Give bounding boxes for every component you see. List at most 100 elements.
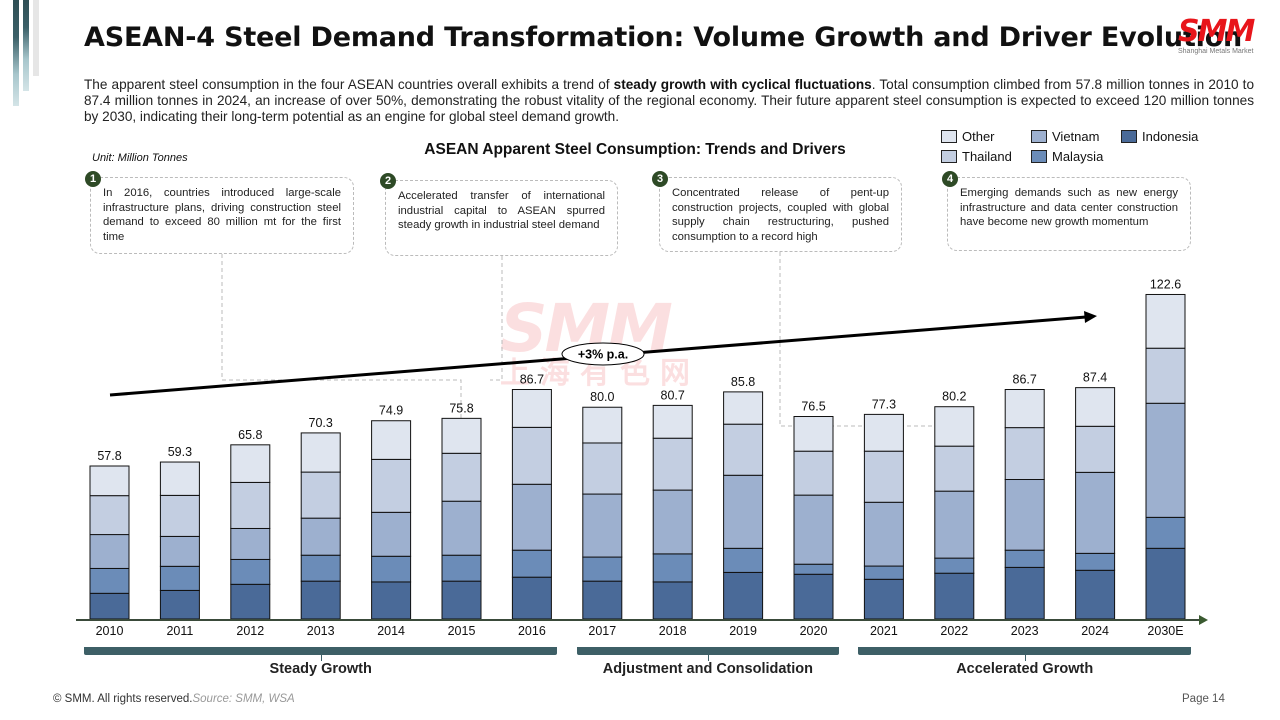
- bar-segment-indonesia-2014: [371, 581, 412, 620]
- bar-segment-malaysia-2018: [652, 553, 693, 583]
- trend-arrow-icon: [1084, 311, 1097, 323]
- bar-segment-malaysia-2011: [159, 565, 200, 591]
- total-label-2030E: 122.6: [1150, 277, 1181, 291]
- bar-segment-malaysia-2019: [723, 547, 764, 573]
- driver-note-3: Concentrated release of pent-up construc…: [659, 177, 902, 252]
- bar-segment-thailand-2011: [159, 494, 200, 537]
- page-title: ASEAN-4 Steel Demand Transformation: Vol…: [84, 22, 1243, 53]
- legend-label: Vietnam: [1052, 129, 1100, 144]
- legend-item-other: Other: [941, 129, 995, 144]
- phase-tick: [707, 655, 709, 661]
- bar-segment-malaysia-2021: [863, 565, 904, 580]
- x-tick-2022: 2022: [940, 624, 968, 638]
- bar-segment-vietnam-2018: [652, 489, 693, 555]
- bar-segment-malaysia-2012: [230, 558, 271, 585]
- total-label-2010: 57.8: [97, 449, 121, 463]
- logo-subtext: Shanghai Metals Market: [1178, 48, 1254, 55]
- legend-swatch-other: [941, 130, 957, 143]
- bar-segment-thailand-2013: [300, 471, 341, 519]
- legend-swatch-malaysia: [1031, 150, 1047, 163]
- bar-segment-other-2014: [371, 420, 412, 460]
- legend-label: Malaysia: [1052, 149, 1104, 164]
- bar-segment-thailand-2021: [863, 450, 904, 503]
- bar-2023: [1004, 389, 1045, 620]
- source-note: Source: SMM, WSA: [192, 693, 295, 705]
- x-tick-2012: 2012: [236, 624, 264, 638]
- connector-note-3: [779, 252, 972, 427]
- connector-note-2: [490, 256, 503, 381]
- phase-label-2: Adjustment and Consolidation: [602, 661, 814, 677]
- bar-segment-vietnam-2019: [723, 474, 764, 549]
- note-text: Emerging demands such as new energy infr…: [960, 187, 1178, 228]
- bar-segment-thailand-2015: [441, 452, 482, 502]
- bar-segment-indonesia-2015: [441, 580, 482, 620]
- bar-segment-indonesia-2013: [300, 580, 341, 620]
- total-label-2011: 59.3: [168, 445, 192, 459]
- bar-segment-other-2018: [652, 404, 693, 439]
- decor-bar-2: [23, 0, 29, 91]
- legend-label: Indonesia: [1142, 129, 1199, 144]
- bar-2022: [934, 406, 975, 620]
- bar-segment-malaysia-2016: [511, 549, 552, 578]
- bar-segment-thailand-2010: [89, 495, 130, 536]
- bar-segment-vietnam-2020: [793, 494, 834, 565]
- legend-item-vietnam: Vietnam: [1031, 129, 1099, 144]
- bar-segment-other-2021: [863, 413, 904, 452]
- total-label-2015: 75.8: [449, 401, 473, 415]
- total-label-2021: 77.3: [872, 397, 896, 411]
- bar-segment-malaysia-2023: [1004, 549, 1045, 568]
- intro-highlight: steady growth with cyclical fluctuations: [613, 77, 872, 92]
- bar-segment-indonesia-2016: [511, 576, 552, 620]
- x-tick-2019: 2019: [729, 624, 757, 638]
- bar-segment-other-2023: [1004, 389, 1045, 429]
- bar-segment-indonesia-2010: [89, 592, 130, 620]
- bar-segment-thailand-2022: [934, 445, 975, 492]
- footer: © SMM. All rights reserved.Source: SMM, …: [53, 693, 295, 705]
- x-tick-2016: 2016: [518, 624, 546, 638]
- bar-segment-vietnam-2017: [582, 493, 623, 558]
- x-tick-2021: 2021: [870, 624, 898, 638]
- legend-item-malaysia: Malaysia: [1031, 149, 1103, 164]
- bar-2011: [159, 461, 200, 620]
- note-text: Concentrated release of pent-up construc…: [672, 187, 889, 243]
- bar-segment-indonesia-2021: [863, 578, 904, 620]
- bar-segment-vietnam-2011: [159, 535, 200, 567]
- bar-segment-other-2013: [300, 432, 341, 473]
- x-tick-2017: 2017: [588, 624, 616, 638]
- copyright: © SMM. All rights reserved.: [53, 693, 193, 705]
- intro-paragraph: The apparent steel consumption in the fo…: [84, 77, 1254, 125]
- total-label-2018: 80.7: [661, 388, 685, 402]
- x-tick-2013: 2013: [307, 624, 335, 638]
- smm-logo: SMM Shanghai Metals Market: [1178, 17, 1268, 56]
- bar-segment-other-2011: [159, 461, 200, 496]
- bar-segment-vietnam-2024: [1075, 471, 1116, 554]
- bar-2012: [230, 444, 271, 620]
- chart-title: ASEAN Apparent Steel Consumption: Trends…: [424, 141, 846, 158]
- legend-swatch-vietnam: [1031, 130, 1047, 143]
- legend-item-thailand: Thailand: [941, 149, 1012, 164]
- bar-2015: [441, 417, 482, 620]
- note-number-badge-4: 4: [942, 171, 958, 187]
- intro-text-2: . Total consumption climbed from 57.8 mi…: [84, 77, 1255, 124]
- total-label-2016: 86.7: [520, 373, 544, 387]
- bar-segment-other-2010: [89, 465, 130, 497]
- value-labels: 57.8 59.3 65.8 70.3 74.9 75.8 86.7 80.0 80.7 85.8…: [97, 277, 1181, 463]
- bar-segment-indonesia-2030E: [1145, 547, 1186, 620]
- bar-2016: [511, 389, 552, 620]
- bar-segment-indonesia-2020: [793, 573, 834, 620]
- phase-label-1: Steady Growth: [269, 661, 372, 677]
- bar-segment-other-2015: [441, 417, 482, 454]
- phase-tick: [1024, 655, 1026, 661]
- bar-segment-malaysia-2030E: [1145, 516, 1186, 549]
- legend-label: Other: [962, 129, 995, 144]
- legend-swatch-indonesia: [1121, 130, 1137, 143]
- bar-segment-indonesia-2011: [159, 589, 200, 620]
- legend-label: Thailand: [962, 149, 1012, 164]
- bar-segment-vietnam-2015: [441, 500, 482, 556]
- bar-2013: [300, 432, 341, 620]
- bar-segment-indonesia-2018: [652, 581, 693, 620]
- bar-segment-thailand-2014: [371, 458, 412, 513]
- phase-tick: [320, 655, 322, 661]
- bar-segment-thailand-2019: [723, 423, 764, 476]
